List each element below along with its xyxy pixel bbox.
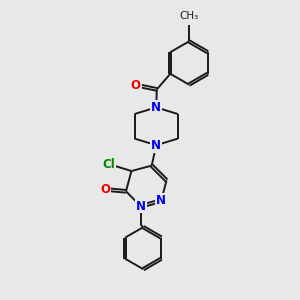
Text: Cl: Cl [102, 158, 115, 171]
Text: O: O [100, 183, 110, 196]
Text: N: N [151, 101, 161, 114]
Text: N: N [156, 194, 166, 207]
Text: N: N [151, 139, 161, 152]
Text: CH₃: CH₃ [179, 11, 199, 21]
Text: O: O [131, 79, 141, 92]
Text: N: N [136, 200, 146, 213]
